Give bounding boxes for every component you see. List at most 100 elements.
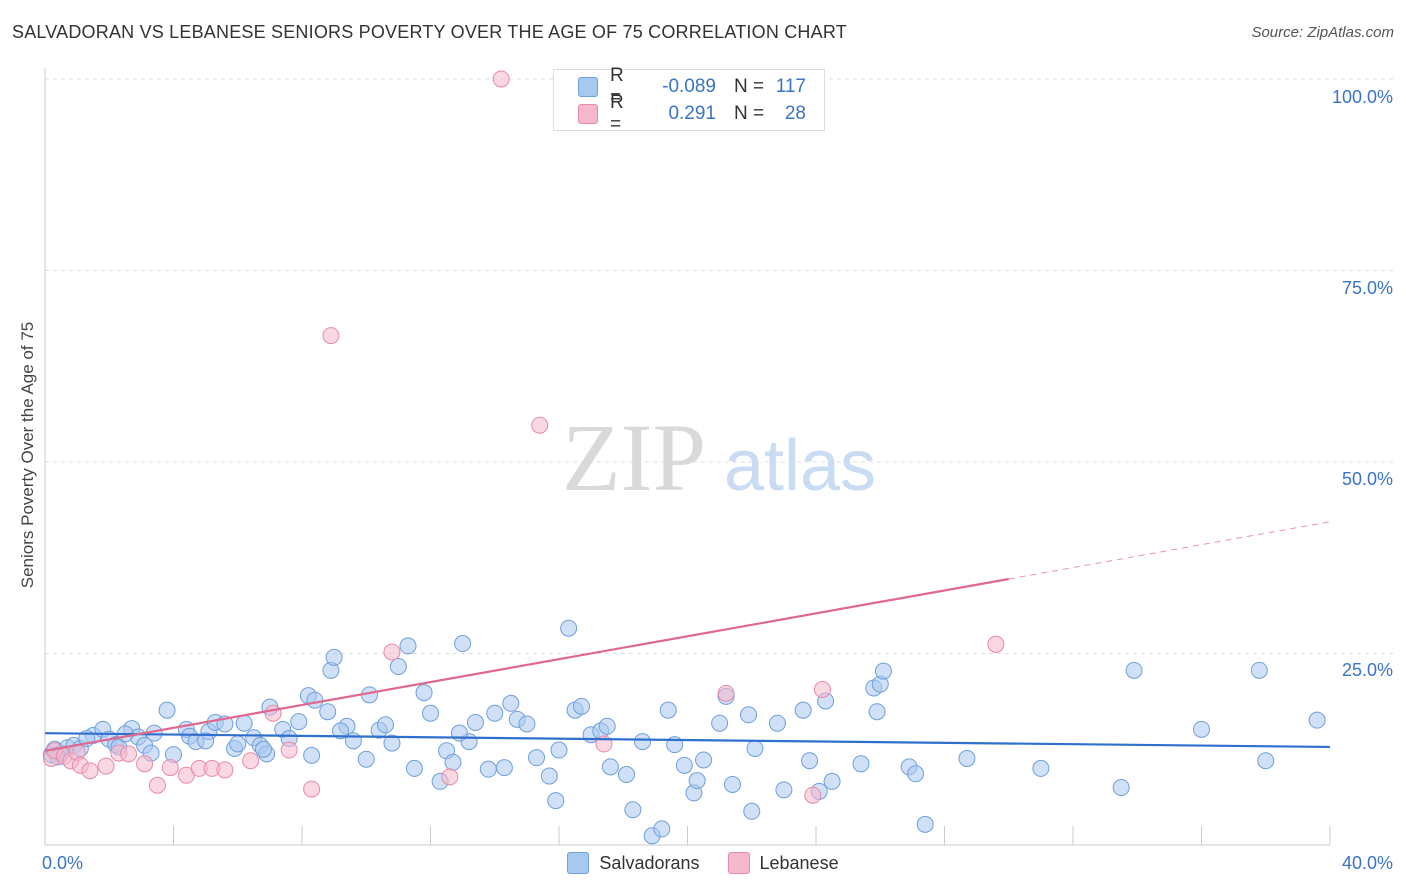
salvadorans-swatch xyxy=(578,77,598,97)
salvadoran-point xyxy=(197,732,215,750)
salvadoran-point xyxy=(528,749,546,767)
salvadoran-point xyxy=(958,749,976,767)
legend-item-salvadorans: Salvadorans xyxy=(567,852,700,874)
y-tick-label: 100.0% xyxy=(1332,87,1393,107)
lebanese-point xyxy=(492,70,510,88)
salvadoran-point xyxy=(617,766,635,784)
salvadoran-point xyxy=(1193,720,1210,738)
points-layer xyxy=(42,70,1326,845)
x-tick-label: 40.0% xyxy=(1342,853,1393,873)
legend-r-value: 0.291 xyxy=(668,103,716,124)
salvadoran-point xyxy=(852,755,870,773)
lebanese-trend-line-extension xyxy=(1008,521,1331,580)
salvadoran-point xyxy=(695,751,713,769)
lebanese-point xyxy=(813,681,831,699)
salvadoran-point xyxy=(332,722,350,740)
lebanese-point xyxy=(280,741,298,759)
salvadoran-point xyxy=(466,713,484,731)
lebanese-point xyxy=(97,757,115,775)
lebanese-point xyxy=(441,768,459,786)
salvadoran-point xyxy=(454,635,472,653)
salvadoran-point xyxy=(502,694,520,712)
salvadoran-point xyxy=(377,716,395,734)
legend-r-value: -0.089 xyxy=(662,76,716,97)
salvadoran-point xyxy=(572,697,590,715)
salvadoran-point xyxy=(1308,711,1326,729)
salvadoran-point xyxy=(801,752,819,770)
salvadoran-point xyxy=(290,713,308,731)
chart-source: Source: ZipAtlas.com xyxy=(1251,24,1394,41)
legend-item-lebanese: Lebanese xyxy=(727,852,839,874)
salvadoran-point xyxy=(415,684,433,702)
salvadoran-point xyxy=(518,715,536,733)
salvadoran-point xyxy=(675,756,693,774)
salvadoran-point xyxy=(874,662,892,680)
salvadorans-legend-label: Salvadorans xyxy=(599,852,700,873)
salvadoran-point xyxy=(495,759,513,777)
legend-n-label: N = xyxy=(734,103,765,124)
legend-r-label: R = xyxy=(610,92,624,135)
chart-title: SALVADORAN VS LEBANESE SENIORS POVERTY O… xyxy=(12,22,847,42)
salvadoran-point xyxy=(601,758,619,776)
salvadoran-point xyxy=(907,765,925,783)
salvadoran-point xyxy=(688,772,706,790)
salvadoran-point xyxy=(624,801,642,819)
lebanese-point xyxy=(804,786,822,804)
salvadoran-point xyxy=(823,772,841,790)
salvadoran-point xyxy=(1112,779,1130,797)
salvadoran-point xyxy=(540,767,558,785)
x-tick-label: 0.0% xyxy=(42,853,83,873)
lebanese-trend-line xyxy=(44,577,1009,752)
lebanese-swatch xyxy=(578,104,598,124)
lebanese-point xyxy=(322,327,340,345)
correlation-legend: R = -0.089 N = 117 R = 0.291 N = 28 xyxy=(553,65,825,135)
salvadoran-point xyxy=(659,701,677,719)
salvadoran-point xyxy=(916,815,934,833)
lebanese-legend-swatch xyxy=(727,852,750,874)
salvadoran-point xyxy=(746,739,764,757)
grid-layer xyxy=(45,78,1395,654)
salvadoran-point xyxy=(399,637,417,655)
salvadoran-point xyxy=(422,704,439,722)
series-legend: Salvadorans Lebanese xyxy=(0,852,1406,874)
salvadoran-point xyxy=(158,701,176,719)
salvadoran-point xyxy=(634,733,652,751)
salvadoran-point xyxy=(1257,752,1275,770)
legend-n-value: 28 xyxy=(784,103,806,124)
lebanese-point xyxy=(531,416,549,434)
lebanese-point xyxy=(717,684,735,702)
salvadoran-point xyxy=(405,759,423,777)
lebanese-point xyxy=(120,745,138,763)
watermark: ZIP atlas xyxy=(562,404,876,511)
y-tick-label: 50.0% xyxy=(1342,469,1393,489)
watermark-atlas: atlas xyxy=(724,426,876,506)
salvadoran-point xyxy=(740,706,758,724)
salvadoran-trend-line xyxy=(44,732,1331,749)
lebanese-point xyxy=(303,780,321,798)
legend-row-lebanese: R = 0.291 N = 28 xyxy=(578,92,806,135)
axis-layer xyxy=(44,68,1331,846)
lebanese-point xyxy=(242,752,260,770)
salvadoran-point xyxy=(357,750,375,768)
salvadoran-point xyxy=(794,701,812,719)
salvadoran-point xyxy=(479,760,497,778)
salvadoran-point xyxy=(306,691,324,709)
legend-row-salvadorans: R = -0.089 N = 117 xyxy=(578,65,806,108)
lebanese-point xyxy=(264,704,282,722)
salvadoran-point xyxy=(389,658,407,676)
lebanese-point xyxy=(216,761,234,779)
salvadoran-point xyxy=(653,820,671,838)
lebanese-point xyxy=(161,759,179,777)
tick-label-layer: 25.0% 50.0% 75.0% 100.0% 0.0% 40.0% xyxy=(42,87,1393,873)
salvadoran-point xyxy=(711,714,729,732)
lebanese-point xyxy=(148,776,166,794)
legend-n-value: 117 xyxy=(775,76,806,97)
salvadoran-point xyxy=(598,717,616,735)
lebanese-point xyxy=(136,755,154,773)
y-tick-label: 25.0% xyxy=(1342,660,1393,680)
salvadoran-point xyxy=(1125,661,1143,679)
salvadoran-point xyxy=(547,792,565,810)
salvadorans-legend-swatch xyxy=(567,852,590,874)
salvadoran-point xyxy=(560,619,578,637)
salvadoran-point xyxy=(1250,661,1268,679)
